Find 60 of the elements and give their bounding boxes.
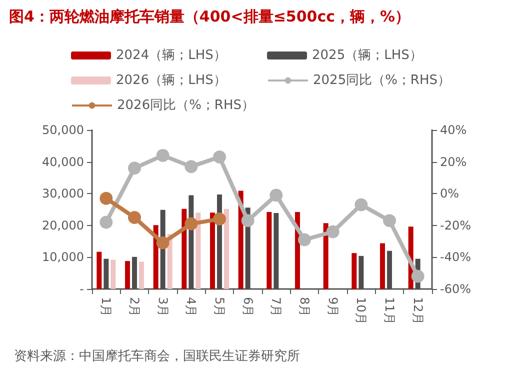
point xyxy=(184,160,198,174)
x-tick-label: 1月 xyxy=(99,297,114,317)
bar xyxy=(182,208,187,289)
bar xyxy=(210,212,215,289)
x-tick-label: 10月 xyxy=(354,297,368,324)
bar xyxy=(196,212,201,289)
y2-tick-label: 20% xyxy=(440,154,467,169)
point xyxy=(326,225,340,238)
x-tick-label: 3月 xyxy=(156,297,170,317)
bar xyxy=(96,252,102,289)
point xyxy=(213,212,226,226)
point xyxy=(213,150,226,164)
bar xyxy=(352,253,357,289)
point xyxy=(184,217,198,230)
point xyxy=(354,198,368,212)
point xyxy=(128,210,141,224)
point xyxy=(383,214,396,228)
x-tick-label: 11月 xyxy=(382,297,396,324)
y-tick-label: 40,000 xyxy=(42,154,84,169)
bar xyxy=(224,208,229,289)
bar xyxy=(380,243,385,289)
y-tick-label: 10,000 xyxy=(42,250,84,264)
point xyxy=(411,270,424,283)
point xyxy=(298,233,311,246)
y-tick-label: - xyxy=(80,282,84,296)
point xyxy=(241,214,254,228)
y2-tick-label: 40% xyxy=(440,123,467,137)
bar xyxy=(110,260,116,289)
point xyxy=(100,192,113,205)
legend-label: 2025（辆；LHS） xyxy=(312,48,422,63)
point xyxy=(156,236,170,250)
y2-tick-label: -60% xyxy=(440,282,472,296)
x-tick-label: 12月 xyxy=(410,297,425,324)
bar xyxy=(266,212,272,289)
legend-label: 2024（辆；LHS） xyxy=(116,48,226,63)
bar xyxy=(139,262,144,289)
y-tick-label: 50,000 xyxy=(42,123,84,137)
x-tick-label: 4月 xyxy=(184,297,198,317)
y2-tick-label: -40% xyxy=(440,250,472,264)
legend-label: 2025同比（%；RHS） xyxy=(313,73,450,88)
y-tick-label: 30,000 xyxy=(42,186,84,201)
x-tick-label: 7月 xyxy=(269,297,284,317)
chart-title: 图4：两轮燃油摩托车销量（400<排量≤500cc，辆，%） xyxy=(9,8,410,26)
x-tick-label: 9月 xyxy=(326,297,340,317)
x-tick-label: 6月 xyxy=(240,297,255,317)
y-tick-label: 20,000 xyxy=(42,218,84,232)
bar xyxy=(323,223,328,289)
legend-label: 2026同比（%；RHS） xyxy=(117,98,254,113)
text: 资料来源：中国摩托车商会，国联民生证券研究所 xyxy=(14,349,300,364)
y2-tick-label: 0% xyxy=(440,186,460,201)
x-tick-label: 2月 xyxy=(128,297,142,317)
point xyxy=(156,148,170,162)
point xyxy=(128,162,141,175)
bar xyxy=(125,261,130,289)
y2-tick-label: -20% xyxy=(440,218,472,232)
point xyxy=(270,188,283,202)
x-tick-label: 5月 xyxy=(212,297,226,317)
point xyxy=(100,216,113,229)
x-tick-label: 8月 xyxy=(298,297,312,317)
legend-label: 2026（辆；LHS） xyxy=(116,73,226,88)
